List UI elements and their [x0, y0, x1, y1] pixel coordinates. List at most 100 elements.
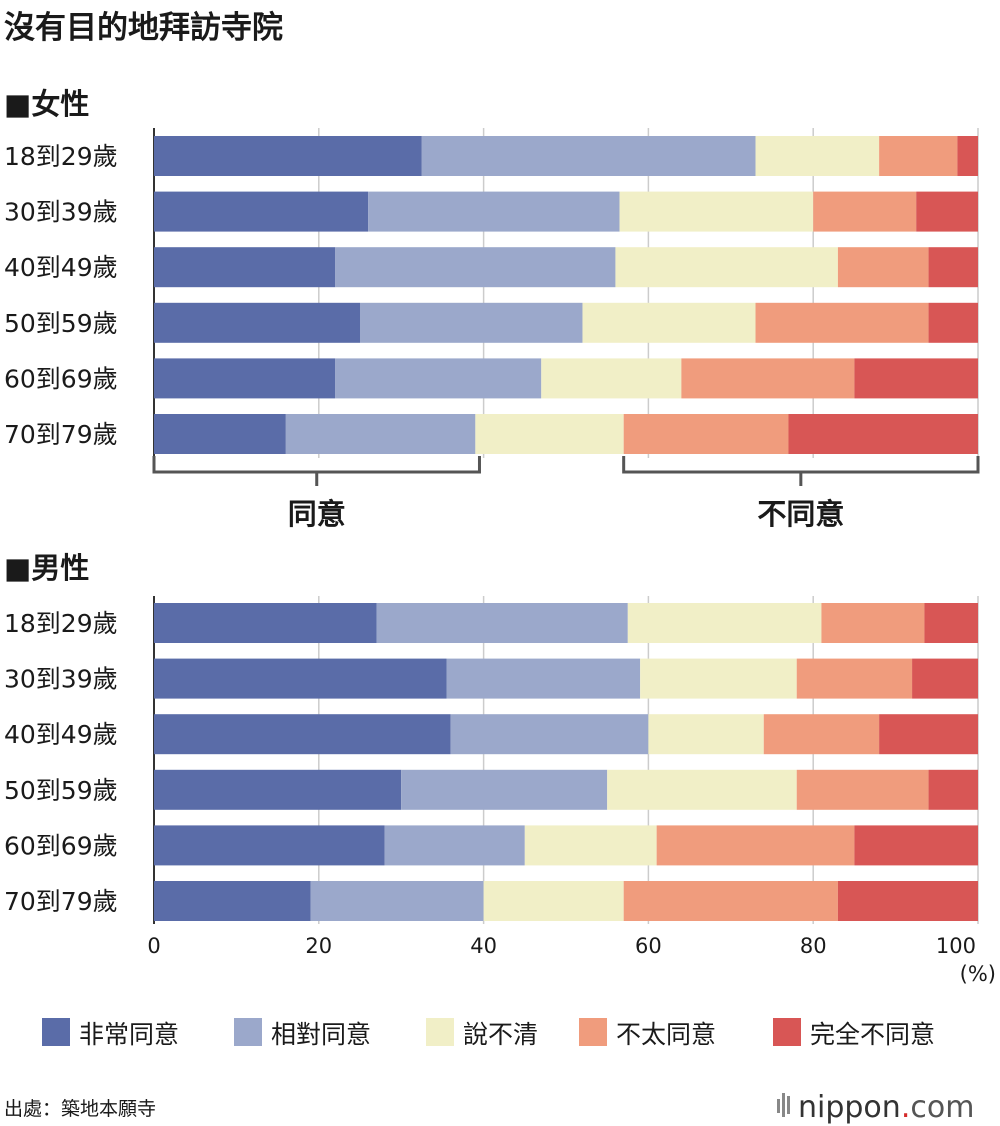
category-label: 18到29歲	[4, 142, 118, 171]
bar-segment	[623, 414, 789, 454]
bar-segment	[924, 603, 978, 643]
brand-dot: .	[901, 1090, 911, 1125]
legend-swatch	[579, 1018, 607, 1046]
agree-bracket	[152, 456, 481, 486]
disagree-group-label: 不同意	[757, 497, 844, 531]
x-tick-label: 40	[470, 934, 497, 958]
chart-title: 沒有目的地拜訪寺院	[4, 10, 283, 46]
bar-segment	[821, 603, 925, 643]
bar-segment	[335, 247, 616, 288]
legend-label: 說不清	[463, 1020, 538, 1049]
brand-prefix: nippon	[798, 1090, 901, 1125]
bar-segment	[796, 769, 929, 810]
bar-segment	[619, 191, 814, 232]
agree-group-label: 同意	[288, 497, 346, 531]
bar-segment	[154, 881, 311, 921]
bar-segment	[154, 658, 447, 699]
category-label: 30到39歲	[4, 198, 118, 227]
category-label: 60到69歲	[4, 831, 118, 860]
bar-segment	[368, 191, 620, 232]
bar-segment	[755, 302, 929, 343]
bar-segment	[656, 825, 855, 866]
nippon-logo	[777, 1093, 790, 1117]
bar-segment	[376, 603, 628, 643]
x-tick-label: 0	[147, 934, 160, 958]
bar-segment	[854, 358, 978, 399]
bar-segment	[154, 302, 360, 343]
legend-swatch	[773, 1018, 801, 1046]
category-label: 40到49歲	[4, 720, 118, 749]
x-tick-label: 80	[800, 934, 827, 958]
bar-segment	[154, 136, 422, 176]
bar-segment	[285, 414, 476, 454]
bar-segment	[607, 769, 797, 810]
bar-segment	[879, 136, 958, 176]
x-tick-label: 60	[635, 934, 662, 958]
panel-label: ■女性	[4, 87, 89, 121]
category-label: 50到59歲	[4, 309, 118, 338]
bar-segment	[401, 769, 608, 810]
bar-segment	[360, 302, 583, 343]
bar-segment	[154, 603, 377, 643]
source-text: 出處：築地本願寺	[4, 1098, 156, 1120]
bar-segment	[928, 302, 978, 343]
bar-segment	[627, 603, 822, 643]
x-axis-unit: (%)	[960, 962, 996, 986]
logo-mark-bar	[777, 1099, 780, 1113]
bar-segment	[681, 358, 855, 399]
bar-segment	[813, 191, 917, 232]
category-label: 70到79歲	[4, 887, 118, 916]
bar-segment	[154, 825, 385, 866]
x-tick-label: 100	[936, 934, 976, 958]
logo-mark-bar	[787, 1096, 790, 1114]
bar-segment	[623, 881, 838, 921]
brand-text: nippon.com	[798, 1090, 974, 1125]
bar-segment	[916, 191, 978, 232]
legend-swatch	[42, 1018, 70, 1046]
bar-segment	[582, 302, 756, 343]
bar-segment	[755, 136, 880, 176]
bar-segment	[450, 714, 649, 755]
bar-segment	[928, 769, 978, 810]
bar-segment	[957, 136, 978, 176]
disagree-bracket	[622, 456, 980, 486]
bar-segment	[421, 136, 756, 176]
bar-segment	[837, 247, 929, 288]
panel-label: ■男性	[4, 551, 89, 585]
bar-segment	[154, 769, 402, 810]
legend-label: 完全不同意	[810, 1020, 935, 1049]
bar-segment	[928, 247, 978, 288]
bar-segment	[912, 658, 978, 699]
bar-segment	[154, 414, 286, 454]
bar-segment	[763, 714, 880, 755]
bar-segment	[879, 714, 978, 755]
bar-segment	[648, 714, 764, 755]
bar-segment	[541, 358, 682, 399]
legend-label: 不太同意	[616, 1020, 716, 1049]
bar-segment	[154, 191, 369, 232]
x-tick-label: 20	[305, 934, 332, 958]
category-label: 50到59歲	[4, 776, 118, 805]
bar-segment	[796, 658, 913, 699]
bar-segment	[154, 358, 336, 399]
category-label: 30到39歲	[4, 665, 118, 694]
logo-mark-bar	[782, 1093, 785, 1117]
bar-segment	[788, 414, 978, 454]
bar-segment	[615, 247, 838, 288]
legend-label: 相對同意	[271, 1020, 371, 1049]
bar-segment	[446, 658, 641, 699]
bar-segment	[475, 414, 624, 454]
bar-segment	[483, 881, 624, 921]
category-label: 18到29歲	[4, 609, 118, 638]
bar-segment	[854, 825, 978, 866]
bar-segment	[384, 825, 525, 866]
bar-segment	[524, 825, 657, 866]
category-label: 40到49歲	[4, 253, 118, 282]
bar-segment	[640, 658, 797, 699]
bar-segment	[154, 247, 336, 288]
brand-suffix: com	[910, 1090, 974, 1125]
legend-swatch	[426, 1018, 454, 1046]
bar-segment	[154, 714, 451, 755]
legend-label: 非常同意	[79, 1020, 179, 1049]
